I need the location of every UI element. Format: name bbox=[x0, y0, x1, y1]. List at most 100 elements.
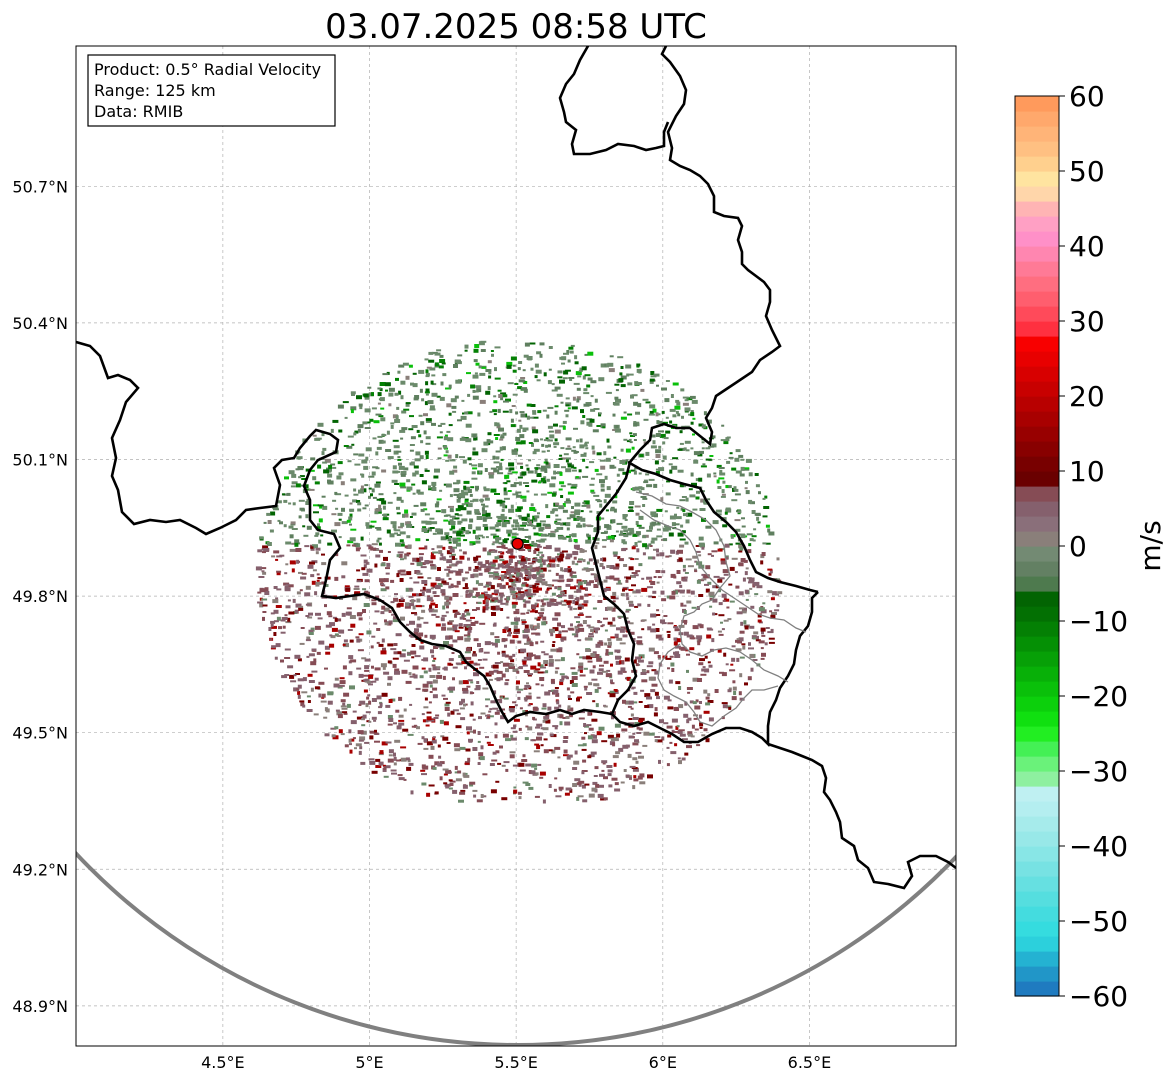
echo-pixel bbox=[554, 687, 559, 689]
echo-pixel bbox=[512, 493, 519, 496]
echo-pixel bbox=[449, 515, 456, 518]
echo-pixel bbox=[596, 473, 603, 476]
echo-pixel bbox=[358, 403, 363, 407]
echo-pixel bbox=[603, 579, 608, 583]
echo-pixel bbox=[610, 682, 615, 685]
echo-pixel bbox=[599, 517, 605, 520]
echo-pixel bbox=[506, 480, 511, 483]
echo-pixel bbox=[321, 693, 326, 698]
echo-pixel bbox=[397, 456, 401, 459]
echo-pixel bbox=[550, 599, 557, 602]
echo-pixel bbox=[332, 616, 337, 619]
echo-pixel bbox=[382, 514, 388, 516]
echo-pixel bbox=[536, 576, 543, 581]
echo-pixel bbox=[686, 589, 691, 594]
echo-pixel bbox=[371, 543, 378, 546]
echo-pixel bbox=[699, 722, 704, 727]
echo-pixel bbox=[363, 603, 370, 607]
echo-pixel bbox=[762, 497, 766, 500]
echo-pixel bbox=[502, 539, 508, 544]
echo-pixel bbox=[574, 633, 579, 638]
echo-pixel bbox=[629, 530, 635, 535]
echo-pixel bbox=[557, 376, 563, 379]
echo-pixel bbox=[489, 708, 493, 711]
echo-pixel bbox=[457, 419, 462, 422]
echo-pixel bbox=[500, 661, 504, 664]
echo-pixel bbox=[630, 394, 634, 399]
echo-pixel bbox=[353, 488, 357, 492]
echo-pixel bbox=[510, 504, 514, 509]
echo-pixel bbox=[592, 651, 597, 655]
echo-pixel bbox=[552, 617, 559, 621]
echo-pixel bbox=[539, 664, 544, 668]
echo-pixel bbox=[321, 495, 326, 498]
echo-pixel bbox=[435, 666, 441, 669]
echo-pixel bbox=[542, 523, 546, 527]
echo-pixel bbox=[541, 621, 547, 626]
echo-pixel bbox=[305, 639, 311, 642]
echo-pixel bbox=[536, 545, 542, 548]
echo-pixel bbox=[437, 457, 442, 460]
echo-pixel bbox=[548, 444, 551, 448]
echo-pixel bbox=[264, 591, 270, 595]
echo-pixel bbox=[499, 462, 503, 467]
echo-pixel bbox=[283, 524, 287, 528]
echo-pixel bbox=[704, 655, 708, 659]
echo-pixel bbox=[645, 473, 650, 476]
echo-pixel bbox=[474, 566, 479, 570]
echo-pixel bbox=[619, 530, 623, 535]
echo-pixel bbox=[655, 412, 659, 417]
echo-pixel bbox=[542, 703, 547, 708]
echo-pixel bbox=[583, 600, 589, 604]
echo-pixel bbox=[548, 784, 552, 788]
echo-pixel bbox=[648, 676, 655, 681]
echo-pixel bbox=[751, 510, 756, 514]
echo-pixel bbox=[684, 407, 691, 412]
echo-pixel bbox=[422, 719, 426, 723]
info-box: Product: 0.5° Radial Velocity Range: 125… bbox=[87, 54, 336, 127]
echo-pixel bbox=[394, 392, 399, 396]
echo-pixel bbox=[314, 534, 319, 537]
echo-pixel bbox=[674, 513, 677, 517]
colorbar-tick-label-4: 20 bbox=[1069, 380, 1105, 413]
echo-pixel bbox=[508, 655, 513, 660]
echo-pixel bbox=[539, 569, 544, 573]
echo-pixel bbox=[404, 553, 410, 557]
echo-pixel bbox=[633, 775, 637, 779]
echo-pixel bbox=[561, 356, 567, 361]
echo-pixel bbox=[661, 570, 666, 574]
echo-pixel bbox=[535, 668, 541, 671]
echo-pixel bbox=[338, 518, 342, 521]
echo-pixel bbox=[603, 499, 607, 504]
echo-pixel bbox=[406, 489, 411, 492]
echo-pixel bbox=[398, 553, 403, 558]
echo-pixel bbox=[443, 483, 447, 486]
echo-pixel bbox=[436, 674, 443, 679]
echo-pixel bbox=[741, 525, 746, 528]
echo-pixel bbox=[744, 625, 749, 630]
echo-pixel bbox=[429, 367, 436, 371]
echo-pixel bbox=[357, 508, 362, 512]
echo-pixel bbox=[546, 588, 550, 591]
colorbar-segment-29 bbox=[1015, 546, 1059, 562]
echo-pixel bbox=[682, 396, 689, 399]
echo-pixel bbox=[357, 424, 364, 429]
lon-tick-label-1: 5°E bbox=[355, 1053, 383, 1072]
echo-pixel bbox=[506, 529, 513, 534]
echo-pixel bbox=[311, 648, 317, 652]
echo-pixel bbox=[379, 388, 383, 392]
echo-pixel bbox=[571, 406, 578, 410]
echo-pixel bbox=[627, 753, 632, 758]
echo-pixel bbox=[606, 669, 611, 672]
echo-pixel bbox=[257, 591, 262, 594]
echo-pixel bbox=[653, 373, 660, 377]
lon-tick-label-4: 6.5°E bbox=[788, 1053, 832, 1072]
echo-pixel bbox=[720, 558, 726, 562]
echo-pixel bbox=[285, 563, 289, 566]
echo-pixel bbox=[722, 599, 726, 602]
echo-pixel bbox=[483, 585, 487, 588]
echo-pixel bbox=[278, 626, 282, 630]
echo-pixel bbox=[611, 519, 616, 524]
echo-pixel bbox=[512, 393, 518, 396]
echo-pixel bbox=[478, 582, 484, 586]
